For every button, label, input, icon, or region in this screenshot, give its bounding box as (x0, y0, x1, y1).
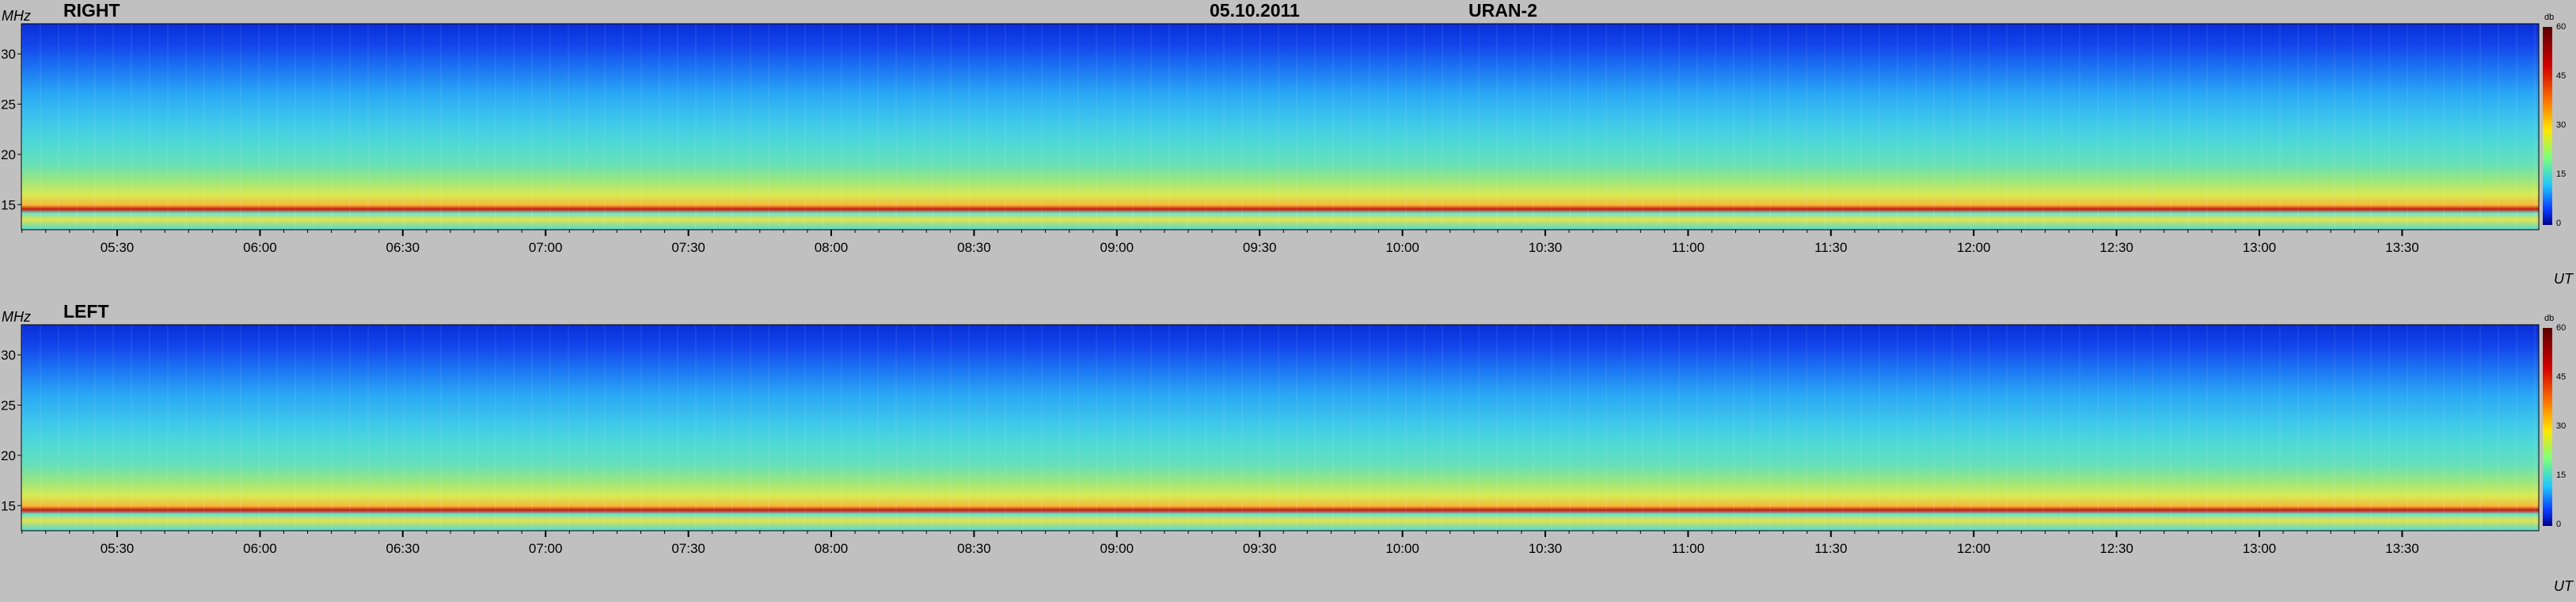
instrument-label: URAN-2 (1468, 0, 1537, 21)
x-tick-label-left-8: 09:30 (1243, 541, 1277, 556)
plot-frame-left (21, 324, 2540, 532)
x-tick-label-left-0: 05:30 (101, 541, 135, 556)
colorbar-tick-right-0: 0 (2556, 219, 2562, 228)
x-tick-label-left-9: 10:00 (1385, 541, 1419, 556)
x-tick-label-right-1: 06:00 (243, 240, 277, 255)
x-tick-label-right-14: 12:30 (2099, 240, 2133, 255)
x-tick-label-right-10: 10:30 (1529, 240, 1563, 255)
x-tick-label-left-3: 07:00 (529, 541, 563, 556)
x-tick-label-left-16: 13:30 (2385, 541, 2419, 556)
y-tick-label-right-25: 25 (1, 97, 16, 112)
colorbar-unit-right: db (2544, 13, 2555, 22)
colorbar-tick-left-0: 0 (2556, 520, 2562, 529)
colorbar-left (2543, 328, 2552, 526)
x-tick-label-left-7: 09:00 (1100, 541, 1134, 556)
colorbar-tick-right-60: 60 (2556, 22, 2567, 32)
x-tick-label-right-15: 13:00 (2243, 240, 2277, 255)
x-tick-label-right-6: 08:30 (957, 240, 991, 255)
colorbar-unit-left: db (2544, 314, 2555, 323)
y-tick-label-left-30: 30 (1, 348, 16, 363)
x-tick-label-right-5: 08:00 (815, 240, 849, 255)
x-tick-label-right-9: 10:00 (1385, 240, 1419, 255)
y-tick-label-left-15: 15 (1, 498, 16, 513)
x-tick-label-left-1: 06:00 (243, 541, 277, 556)
x-tick-label-left-14: 12:30 (2099, 541, 2133, 556)
x-tick-label-right-0: 05:30 (101, 240, 135, 255)
colorbar-tick-left-60: 60 (2556, 323, 2567, 333)
x-tick-label-right-13: 12:00 (1957, 240, 1991, 255)
panel-title-right: RIGHT (63, 0, 120, 21)
x-tick-label-left-13: 12:00 (1957, 541, 1991, 556)
y-unit-left: MHz (2, 309, 31, 325)
x-tick-label-right-4: 07:30 (671, 240, 705, 255)
panel-title-left: LEFT (63, 301, 109, 322)
x-tick-label-right-2: 06:30 (386, 240, 420, 255)
plot-frame-right (21, 23, 2540, 231)
date-label: 05.10.2011 (1210, 0, 1300, 21)
y-tick-label-left-25: 25 (1, 398, 16, 413)
x-tick-label-left-12: 11:30 (1814, 541, 1847, 556)
colorbar-tick-right-30: 30 (2556, 120, 2567, 130)
x-tick-label-left-5: 08:00 (815, 541, 849, 556)
x-tick-label-left-2: 06:30 (386, 541, 420, 556)
x-tick-label-left-10: 10:30 (1529, 541, 1563, 556)
x-tick-label-left-11: 11:00 (1672, 541, 1704, 556)
x-unit-left: UT (2554, 578, 2573, 594)
colorbar-right (2543, 27, 2552, 225)
colorbar-tick-right-15: 15 (2556, 170, 2567, 179)
colorbar-tick-left-30: 30 (2556, 421, 2567, 431)
x-tick-label-right-3: 07:00 (529, 240, 563, 255)
y-unit-right: MHz (2, 8, 31, 24)
spectrogram-right (21, 24, 2539, 230)
x-tick-label-right-7: 09:00 (1100, 240, 1134, 255)
spectrogram-left (21, 325, 2539, 531)
y-tick-label-right-15: 15 (1, 197, 16, 212)
y-tick-label-left-20: 20 (1, 448, 16, 463)
x-tick-label-left-15: 13:00 (2243, 541, 2277, 556)
x-tick-label-right-16: 13:30 (2385, 240, 2419, 255)
x-tick-label-left-4: 07:30 (671, 541, 705, 556)
colorbar-tick-left-45: 45 (2556, 372, 2567, 382)
x-tick-label-right-12: 11:30 (1814, 240, 1847, 255)
x-tick-label-left-6: 08:30 (957, 541, 991, 556)
y-tick-label-right-20: 20 (1, 147, 16, 162)
x-tick-label-right-8: 09:30 (1243, 240, 1277, 255)
x-unit-right: UT (2554, 271, 2573, 287)
y-tick-label-right-30: 30 (1, 47, 16, 62)
colorbar-tick-right-45: 45 (2556, 71, 2567, 81)
x-tick-label-right-11: 11:00 (1672, 240, 1704, 255)
colorbar-tick-left-15: 15 (2556, 471, 2567, 480)
